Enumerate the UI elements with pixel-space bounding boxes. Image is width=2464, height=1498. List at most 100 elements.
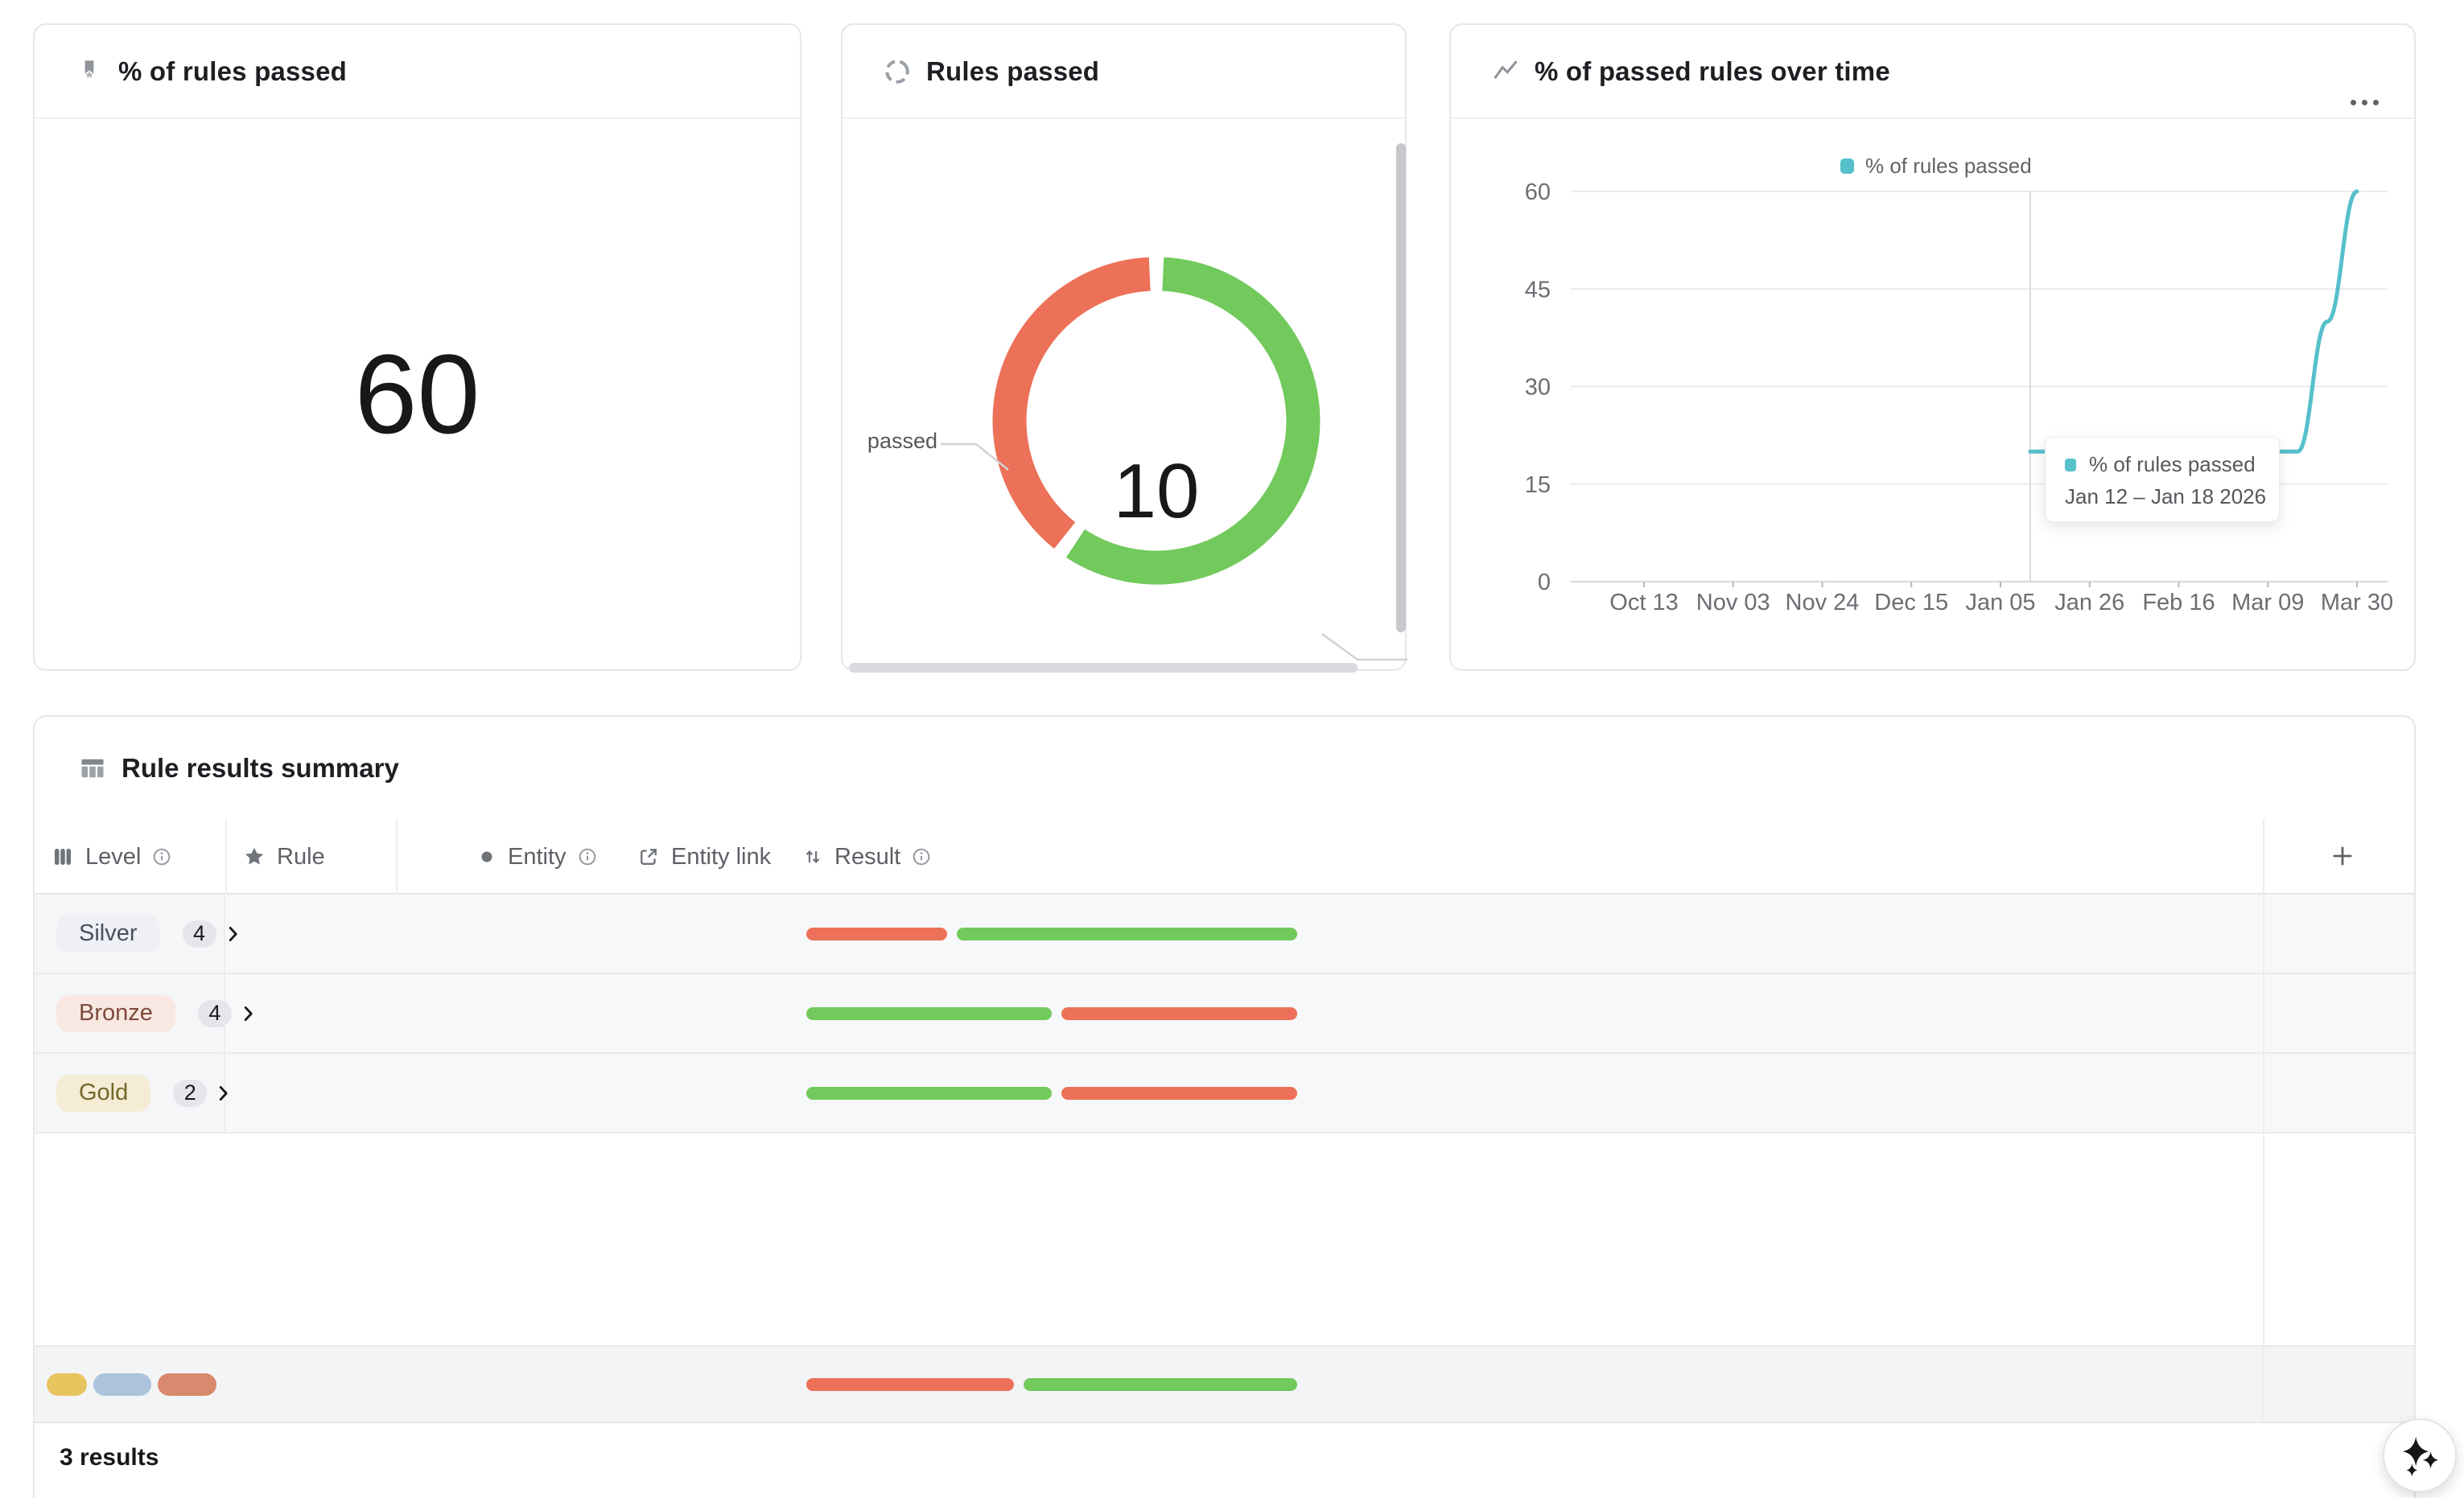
summary-level-pill: [93, 1373, 151, 1396]
column-label: Level: [85, 843, 142, 870]
card-title: Rules passed: [926, 56, 1100, 86]
add-column-button[interactable]: [2323, 835, 2362, 877]
series-line: [2028, 189, 2359, 454]
level-badge: Bronze: [56, 994, 175, 1032]
legend-label: % of rules passed: [1865, 154, 2032, 178]
svg-text:Mar 09: Mar 09: [2231, 590, 2304, 615]
chart-tooltip: % of rules passed Jan 12 – Jan 18 2026: [2045, 437, 2280, 522]
column-header-result[interactable]: Result: [801, 819, 932, 895]
column-header-entity[interactable]: Entity: [476, 819, 598, 895]
expand-row-control[interactable]: [213, 1083, 234, 1104]
card-menu-ellipsis-icon[interactable]: [2342, 88, 2387, 117]
result-bar-passed: [1024, 1377, 1297, 1391]
info-icon[interactable]: [151, 846, 172, 867]
summary-result-bars: [806, 1347, 1297, 1422]
chevron-right-icon[interactable]: [223, 924, 244, 944]
svg-text:Nov 24: Nov 24: [1786, 590, 1860, 615]
svg-text:60: 60: [1525, 179, 1551, 205]
card-rule-results-summary: Rule results summary Level Rule: [33, 715, 2416, 1498]
expand-row-control[interactable]: [223, 924, 244, 944]
chevron-right-icon[interactable]: [213, 1083, 234, 1104]
chevron-right-icon[interactable]: [238, 1003, 259, 1024]
table-row-bronze[interactable]: Bronze 4: [35, 974, 2414, 1054]
level-badge: Gold: [56, 1074, 151, 1112]
svg-text:Dec 15: Dec 15: [1874, 590, 1948, 615]
column-header-rule[interactable]: Rule: [242, 819, 325, 895]
svg-text:Oct 13: Oct 13: [1609, 590, 1678, 615]
table-summary-row: [35, 1345, 2414, 1423]
svg-text:Jan 26: Jan 26: [2054, 590, 2124, 615]
column-label: Entity link: [671, 843, 772, 870]
donut-slice-failed: [992, 257, 1151, 549]
card-passed-rules-over-time: % of passed rules over time % of rules p…: [1449, 23, 2416, 671]
svg-text:Feb 16: Feb 16: [2142, 590, 2215, 615]
result-bar-failed: [1061, 1006, 1297, 1020]
column-header-level[interactable]: Level: [51, 819, 172, 895]
line-chart: 0 15 30 45 60 Oct 13 Nov 03 Nov 24 Dec 15 Jan 05 J…: [1525, 179, 2393, 615]
table-card-header: Rule results summary: [35, 717, 2414, 819]
tooltip-series-swatch: [2065, 458, 2076, 471]
sort-arrows-icon: [806, 850, 820, 864]
table-row-silver[interactable]: Silver 4: [35, 895, 2414, 974]
donut-chart-icon: [881, 56, 913, 88]
svg-text:30: 30: [1525, 375, 1551, 401]
column-divider: [2263, 819, 2264, 1423]
column-label: Rule: [277, 843, 325, 870]
info-icon[interactable]: [577, 846, 598, 867]
sparkles-icon: [2402, 1436, 2439, 1477]
donut-leader-lines: [941, 442, 1407, 661]
result-bars: [806, 974, 1297, 1052]
medal-icon: [73, 56, 105, 88]
ai-assistant-button[interactable]: [2383, 1418, 2457, 1492]
column-label: Result: [834, 843, 901, 870]
svg-text:0: 0: [1538, 570, 1551, 595]
summary-level-pill: [158, 1373, 216, 1396]
result-bar-passed: [806, 1086, 1052, 1100]
svg-text:15: 15: [1525, 472, 1551, 498]
expand-row-control[interactable]: [238, 1003, 259, 1024]
rule-count-badge: 4: [182, 920, 216, 948]
card-title: % of passed rules over time: [1535, 56, 1890, 86]
level-cell: Silver 4: [35, 895, 237, 973]
card-pct-rules-passed: % of rules passed 60: [33, 23, 801, 671]
summary-level-pills: [47, 1373, 216, 1396]
result-bar-failed: [1061, 1086, 1297, 1100]
column-label: Entity: [508, 843, 567, 870]
donut-chart: passed 10: [843, 119, 1407, 673]
result-bar-passed: [806, 1006, 1052, 1020]
tooltip-date-range: Jan 12 – Jan 18 2026: [2065, 484, 2267, 508]
vertical-scrollbar-thumb[interactable]: [1396, 143, 1406, 632]
svg-text:Jan 05: Jan 05: [1965, 590, 2035, 615]
table-header-row: Level Rule Entity: [35, 819, 2414, 895]
info-icon[interactable]: [911, 846, 932, 867]
card-header: % of rules passed: [35, 25, 800, 119]
pct-rules-passed-value: 60: [354, 331, 480, 457]
result-bar-passed: [957, 927, 1297, 940]
rule-count-badge: 2: [173, 1079, 208, 1107]
card-title: % of rules passed: [118, 56, 347, 86]
horizontal-scrollbar-thumb[interactable]: [849, 663, 1358, 673]
column-header-entity-link[interactable]: Entity link: [637, 819, 771, 895]
trend-line-icon: [1490, 56, 1522, 88]
rule-count-badge: 4: [197, 999, 232, 1027]
level-cell: Gold 2: [35, 1054, 228, 1132]
result-bars: [806, 1054, 1297, 1132]
table-title: Rule results summary: [122, 752, 399, 783]
level-badge: Silver: [56, 915, 160, 953]
summary-level-pill: [47, 1373, 87, 1396]
chart-legend-item[interactable]: % of rules passed: [1840, 154, 2032, 179]
result-bar-failed: [806, 927, 947, 940]
tooltip-series-label: % of rules passed: [2089, 452, 2256, 476]
svg-text:Nov 03: Nov 03: [1696, 590, 1770, 615]
table-row-gold[interactable]: Gold 2: [35, 1054, 2414, 1134]
svg-text:Mar 30: Mar 30: [2321, 590, 2393, 615]
rules-passed-count: 10: [1113, 448, 1200, 534]
card-header: Rules passed: [843, 25, 1405, 119]
table-icon: [76, 752, 109, 784]
svg-text:45: 45: [1525, 277, 1551, 302]
result-bars: [806, 895, 1297, 973]
donut-arcs: [992, 257, 1321, 585]
circle-icon: [481, 851, 492, 862]
card-header: % of passed rules over time: [1451, 25, 2414, 119]
